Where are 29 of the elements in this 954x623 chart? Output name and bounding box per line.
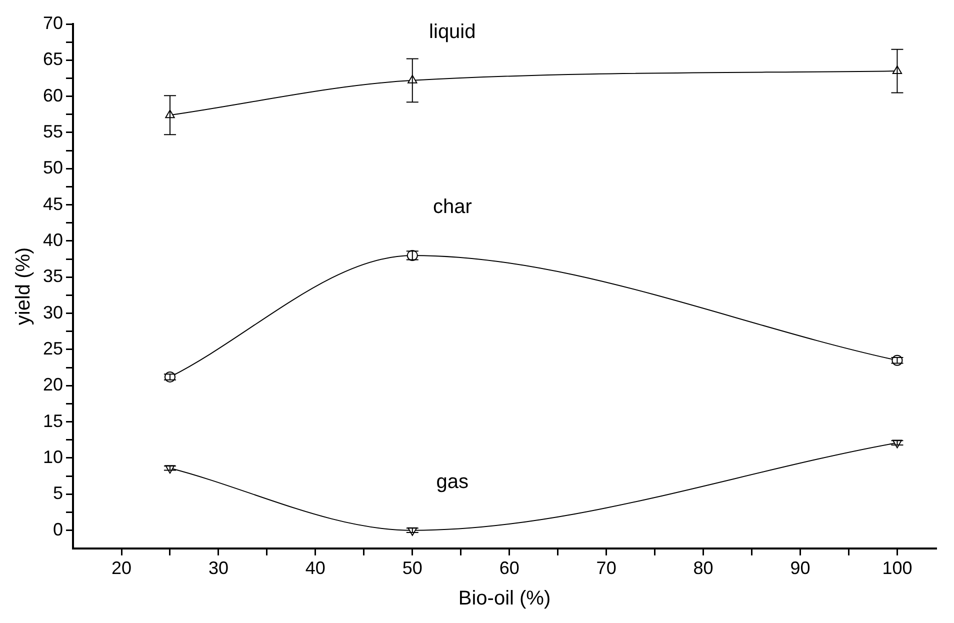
series-label: liquid [429,20,476,43]
x-tick-label: 30 [208,558,228,578]
series-label: gas [436,470,469,493]
x-axis-title: Bio-oil (%) [458,588,551,610]
y-tick-label: 20 [42,374,64,395]
y-tick-label: 65 [42,49,64,70]
x-tick-label: 50 [402,558,422,578]
y-tick-label: 45 [42,194,64,214]
x-tick-label: 20 [111,558,132,578]
x-tick-label: 80 [693,558,714,578]
y-tick-label: 30 [42,302,64,322]
y-tick-label: 40 [42,230,64,250]
y-tick-label: 55 [42,121,64,142]
x-tick-label: 70 [596,558,616,578]
x-tick-label: 40 [305,558,326,578]
y-tick-label: 0 [53,519,64,540]
x-tick-label: 60 [499,558,520,578]
y-tick-label: 70 [42,12,64,33]
y-tick-label: 10 [42,446,64,467]
y-tick-label: 35 [42,266,64,286]
series-label: char [432,196,472,218]
y-tick-label: 25 [42,338,64,358]
y-tick-label: 5 [53,483,64,504]
y-axis-title: yield (%) [12,247,35,326]
y-tick-label: 15 [42,410,64,431]
x-tick-label: 90 [790,558,810,578]
x-tick-label: 100 [882,558,912,578]
y-tick-label: 50 [42,158,64,178]
y-tick-label: 60 [42,85,64,106]
